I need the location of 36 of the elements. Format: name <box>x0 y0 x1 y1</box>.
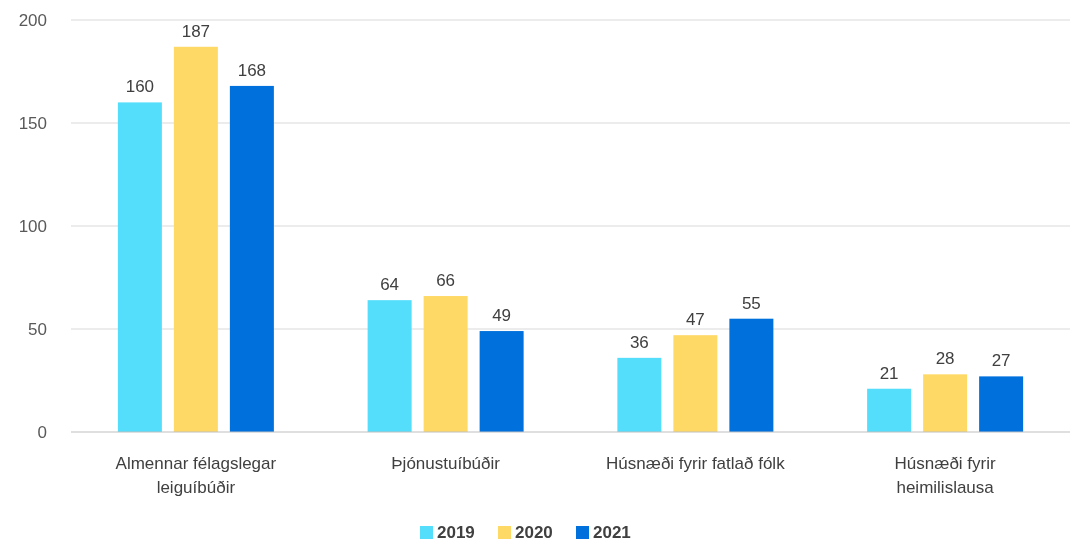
data-label: 47 <box>685 310 705 330</box>
data-label: 55 <box>741 293 761 313</box>
bar <box>729 318 774 432</box>
y-tick-label: 50 <box>28 319 47 339</box>
bar <box>367 300 412 432</box>
y-tick-label: 0 <box>37 422 47 442</box>
data-label: 28 <box>935 349 955 369</box>
data-label: 49 <box>492 306 512 326</box>
data-label: 187 <box>181 21 211 41</box>
legend-label: 2021 <box>593 523 631 542</box>
x-tick-label: Þjónustuíbúðir <box>391 454 501 473</box>
data-label: 160 <box>125 77 155 97</box>
legend-label: 2019 <box>437 523 475 542</box>
legend-label: 2020 <box>515 523 553 542</box>
y-tick-label: 100 <box>18 216 47 236</box>
data-label: 36 <box>629 332 649 352</box>
bar <box>173 46 218 432</box>
bar <box>229 85 274 432</box>
bar <box>979 376 1024 432</box>
data-label: 27 <box>991 351 1011 371</box>
x-tick-label: Húsnæði fyrir fatlað fólk <box>606 454 786 473</box>
bar <box>423 296 468 432</box>
data-label: 21 <box>879 363 899 383</box>
bar <box>479 331 524 432</box>
data-label: 64 <box>380 275 400 295</box>
bar <box>673 335 718 432</box>
y-tick-label: 150 <box>18 113 47 133</box>
x-tick-label: Húsnæði fyrir heimilislausa <box>894 454 996 497</box>
bar <box>923 374 968 432</box>
data-label: 168 <box>237 60 267 80</box>
y-tick-label: 200 <box>18 10 47 30</box>
bar <box>617 357 662 432</box>
x-tick-label: Almennar félagslegar leiguíbúðir <box>115 454 277 497</box>
bar <box>117 102 162 432</box>
data-label: 66 <box>436 271 456 291</box>
bar <box>867 388 912 432</box>
